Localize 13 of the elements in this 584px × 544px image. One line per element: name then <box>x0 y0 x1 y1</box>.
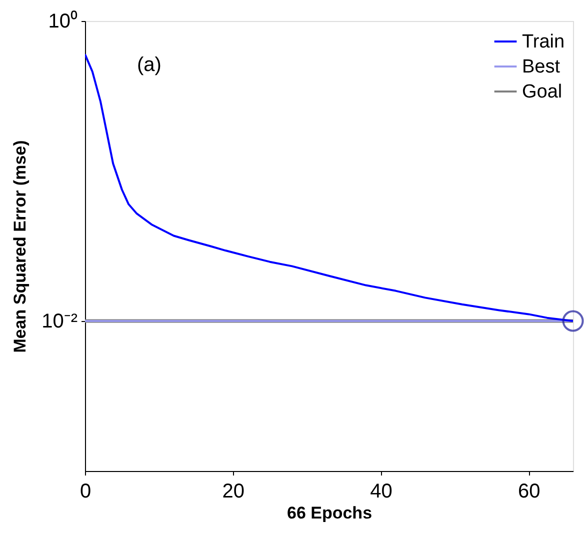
annotation: (a) <box>137 54 162 76</box>
x-tick-label: 40 <box>370 480 392 502</box>
legend-label: Goal <box>522 82 562 102</box>
x-axis-title: 66 Epochs <box>286 504 372 522</box>
legend-label: Best <box>522 56 561 78</box>
y-tick-label: 10⁻² <box>42 310 78 332</box>
y-tick-label: 10⁰ <box>48 10 78 32</box>
x-tick-label: 0 <box>80 480 92 502</box>
x-tick-label: 60 <box>518 480 540 502</box>
legend-label: Train <box>522 32 565 52</box>
x-tick-label: 20 <box>222 480 245 502</box>
y-axis-title: Mean Squared Error (mse) <box>10 140 30 353</box>
line-series <box>85 53 573 322</box>
